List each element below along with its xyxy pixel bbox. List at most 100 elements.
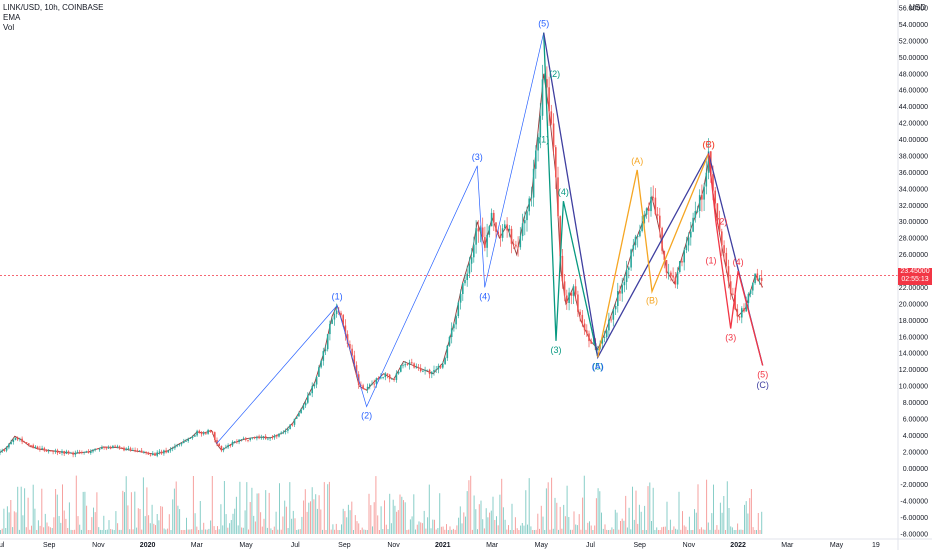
wave-label: (A) <box>631 156 643 166</box>
volume-bar <box>322 529 323 534</box>
volume-bar <box>544 530 546 534</box>
volume-bar <box>747 513 749 534</box>
candle-body <box>47 450 50 452</box>
candle-body <box>388 374 391 379</box>
candle-body <box>386 373 389 375</box>
volume-bar <box>690 530 692 534</box>
candle-body <box>601 337 604 344</box>
candle-body <box>555 147 557 178</box>
volume-bar <box>516 528 518 534</box>
volume-bar <box>449 526 451 534</box>
candle-body <box>19 438 21 440</box>
volume-bar <box>494 520 496 534</box>
volume-bar <box>86 505 88 534</box>
volume-bar <box>189 529 191 534</box>
volume-bar <box>328 481 330 534</box>
volume-bar <box>63 510 65 534</box>
candle-body <box>30 445 32 446</box>
volume-bar <box>315 494 317 534</box>
ema-indicator-label[interactable]: EMA <box>3 13 21 22</box>
volume-bar <box>3 508 5 534</box>
volume-bar <box>337 530 339 534</box>
volume-bar <box>599 491 601 534</box>
volume-bar <box>694 509 695 534</box>
volume-bar <box>406 530 408 534</box>
candle-body <box>23 441 26 443</box>
candle-body <box>253 437 256 439</box>
volume-bar <box>70 529 72 534</box>
volume-bar <box>637 523 639 534</box>
volume-bar <box>687 530 689 534</box>
candle-body <box>34 446 37 449</box>
time-axis[interactable]: Jul Sep Nov 2020 Mar May Jul Sep Nov 2021 Mar May Ju… <box>0 538 932 549</box>
volume-bar <box>583 475 585 534</box>
volume-bar <box>341 524 342 534</box>
volume-bar <box>27 497 29 534</box>
candle-body <box>132 450 134 451</box>
symbol-title[interactable]: LINK/USD, 10h, COINBASE <box>3 3 104 12</box>
volume-bar <box>204 529 206 534</box>
elliott-wave-lines[interactable] <box>216 32 764 444</box>
volume-bar <box>399 494 401 534</box>
candle-body <box>315 376 318 385</box>
volume-bar <box>578 514 580 534</box>
candle-body <box>63 451 65 454</box>
volume-bar <box>273 526 275 534</box>
volume-bar <box>289 482 291 534</box>
candle-body <box>574 286 577 295</box>
candle-body <box>116 446 119 448</box>
volume-bar <box>731 527 733 534</box>
price-tick-label: 48.00000 <box>899 71 928 78</box>
candle-body <box>586 330 588 334</box>
wave-label: (B) <box>646 296 658 306</box>
volume-bar <box>437 528 439 534</box>
volume-bar <box>127 505 129 534</box>
candle-body <box>377 378 380 380</box>
wave-line-red[interactable] <box>707 153 764 366</box>
wave-line-blue[interactable] <box>216 32 545 444</box>
wave-label: (3) <box>551 345 562 355</box>
volume-bar <box>669 519 671 534</box>
volume-bar <box>628 507 630 534</box>
candle-body <box>180 443 183 445</box>
candle-body <box>335 310 338 315</box>
volume-bar <box>144 516 146 534</box>
volume-bar <box>466 491 468 534</box>
volume-indicator-label[interactable]: Vol <box>3 23 15 32</box>
candle-body <box>729 281 732 294</box>
volume-bar <box>351 501 353 534</box>
candle-body <box>617 291 619 306</box>
candle-body <box>54 450 57 452</box>
volume-bar <box>67 528 69 534</box>
candle-body <box>716 203 719 220</box>
volume-bar <box>134 491 136 534</box>
candle-body <box>154 453 156 456</box>
candle-body <box>233 441 236 443</box>
volume-bar <box>415 529 416 534</box>
volume-bar <box>358 523 360 534</box>
volume-bar <box>80 529 82 534</box>
volume-bar <box>649 482 651 534</box>
volume-bar <box>201 529 203 534</box>
wave-line-purple[interactable] <box>543 32 764 366</box>
wave-line-orange[interactable] <box>597 153 710 358</box>
candle-body <box>178 444 181 446</box>
candle-body <box>207 430 209 434</box>
candle-body <box>56 450 59 453</box>
candle-body <box>349 344 351 349</box>
wave-line-green[interactable] <box>543 32 599 358</box>
candle-body <box>499 234 502 238</box>
candle-body <box>712 174 714 191</box>
volume-bar <box>299 529 301 534</box>
candle-body <box>470 257 473 264</box>
candle-body <box>628 267 630 270</box>
candle-body <box>543 79 546 80</box>
volume-bar <box>754 530 756 534</box>
volume-bar <box>561 528 563 534</box>
volume-bar <box>158 520 160 534</box>
candle-body <box>741 308 743 318</box>
volume-bar <box>101 530 103 534</box>
time-tick-label: Jul <box>586 542 595 549</box>
